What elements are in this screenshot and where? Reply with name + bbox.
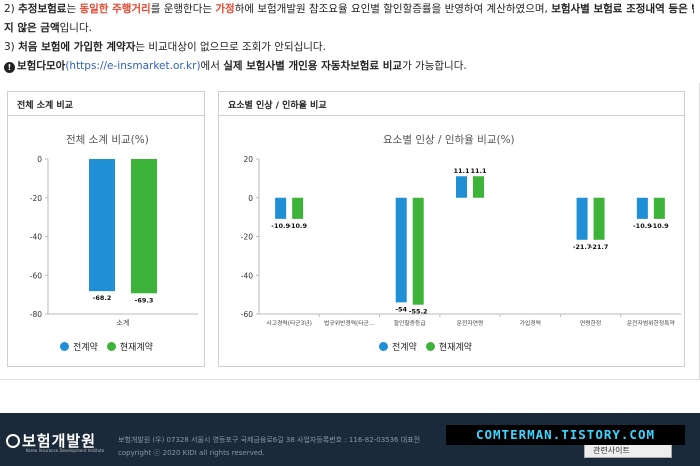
- data-label: -10.9: [650, 222, 669, 230]
- x-tick-label: 운전자범위한정특약: [627, 319, 676, 327]
- total-comparison-panel: 전체 소계 비교 전체 소계 비교(%) 0 -20 -40 -60 -80 소계 -68.…: [7, 91, 205, 367]
- kidi-logo-icon: [6, 433, 20, 448]
- y-tick-label: -20: [241, 233, 253, 242]
- note-number: 2): [4, 3, 15, 15]
- y-tick-label: -60: [30, 271, 42, 280]
- legend: 전계약 현재계약: [379, 340, 481, 353]
- total-chart: 0 -20 -40 -60 -80 소계 -68.2 -69.3: [30, 155, 198, 327]
- note-estimated-premium: 2) 추정보험료는 동일한 주행거리를 운행한다는 가정하에 보험개발원 참조요…: [4, 0, 694, 19]
- note-number: 3): [4, 41, 15, 53]
- note-text: 를 운행한다는: [150, 3, 216, 15]
- chart-title: 요소별 인상 / 인하율 비교(%): [383, 134, 515, 146]
- bar-current: [412, 197, 424, 305]
- bar-current: [653, 197, 665, 219]
- y-tick-label: -40: [30, 233, 42, 242]
- note-text: 입니다.: [59, 22, 92, 34]
- comparison-container: 전체 소계 비교 전체 소계 비교(%) 0 -20 -40 -60 -80 소계 -68.…: [0, 83, 700, 380]
- legend-dot: [379, 342, 388, 351]
- watermark: COMTERMAN.TISTORY.COM: [446, 425, 685, 445]
- note-bold-text: 보험사별 보험료 조정내역 등은 반영되: [551, 3, 694, 15]
- legend-item-current[interactable]: 현재계약: [106, 340, 153, 353]
- y-tick-label: -40: [241, 271, 253, 280]
- data-label: -55.2: [409, 308, 428, 316]
- data-label: -54: [395, 305, 407, 313]
- y-tick-label: 20: [243, 155, 253, 164]
- x-tick-label: 소계: [117, 318, 130, 327]
- data-label: -68.2: [93, 294, 112, 302]
- bar-prev: [275, 197, 287, 219]
- legend-label: 현재계약: [119, 343, 153, 353]
- bar-prev: [456, 176, 467, 198]
- legend-item-prev[interactable]: 전계약: [60, 340, 98, 353]
- legend-dot: [60, 342, 69, 351]
- legend: 전계약 현재계약: [60, 340, 162, 353]
- data-label: -10.9: [633, 222, 652, 230]
- footer-copyright: copyright ⓒ 2020 KIDI all rights reserve…: [118, 449, 265, 457]
- note-text: 는 비교대상이 없으므로 조회가 안되십니다.: [135, 41, 326, 53]
- y-tick-label: -20: [30, 194, 42, 203]
- legend-label: 현재계약: [438, 343, 472, 353]
- bar-prev: [395, 197, 407, 303]
- legend-item-current[interactable]: 현재계약: [425, 340, 472, 353]
- note-damoa: ! 보험다모아(https://e-insmarket.or.kr)에서 실제 보…: [4, 57, 694, 76]
- note-text: 는: [66, 3, 80, 15]
- note-highlight: 가정: [215, 3, 235, 15]
- legend-label: 전계약: [392, 343, 417, 353]
- factor-chart: 200-20-40-60사고경력(타군3년)-10.9-10.9법규위반경력(타…: [241, 155, 681, 327]
- kidi-logo[interactable]: 보험개발원 Korea Insurance Development Instit…: [6, 430, 104, 453]
- note-first-contract: 3) 처음 보험에 가입한 계약자는 비교대상이 없으므로 조회가 안되십니다.: [4, 38, 694, 57]
- data-label: -21.7: [590, 243, 609, 251]
- damoa-link[interactable]: (https://e-insmarket.or.kr): [65, 60, 201, 72]
- panel-header: 요소별 인상 / 인하율 비교: [219, 92, 684, 116]
- y-tick-label: 0: [248, 194, 253, 203]
- x-tick-label: 법규위반경력(타군…: [324, 319, 375, 327]
- panel-header: 전체 소계 비교: [8, 92, 204, 116]
- note-bold-text: 실제 보험사별 개인용 자동차보험료 비교: [223, 60, 403, 72]
- note-term: 처음 보험에 가입한 계약자: [18, 41, 136, 53]
- chart-title: 전체 소계 비교(%): [66, 134, 149, 146]
- data-label: 11.1: [453, 167, 470, 175]
- exclamation-icon: !: [4, 62, 15, 73]
- x-tick-label: 운전자연령: [457, 319, 484, 327]
- note-term: 추정보험료: [18, 3, 67, 15]
- x-tick-label: 사고경력(타군3년): [266, 319, 312, 327]
- bar-prev: [636, 197, 648, 219]
- y-tick-label: -80: [30, 310, 42, 319]
- bar-prev: [89, 159, 115, 292]
- bar-current: [593, 197, 605, 240]
- logo-subtitle: Korea Insurance Development Institute: [26, 448, 105, 453]
- x-tick-label: 가입경력: [520, 319, 541, 327]
- data-label: -10.9: [288, 222, 307, 230]
- bar-current: [292, 197, 304, 219]
- bar-prev: [576, 197, 588, 240]
- x-tick-label: 연령한정: [580, 319, 601, 327]
- legend-dot: [106, 342, 116, 351]
- data-label: -10.9: [271, 222, 290, 230]
- note-text: 가 가능합니다.: [402, 60, 467, 72]
- footer-address: 보험개발원 (우) 07328 서울시 영등포구 국제금융로6길 38 사업자등…: [118, 436, 421, 444]
- bar-current: [473, 176, 484, 198]
- legend-item-prev[interactable]: 전계약: [379, 340, 417, 353]
- legend-label: 전계약: [73, 343, 98, 353]
- legend-dot: [425, 342, 435, 351]
- note-text: 하에 보험개발원 참조요율 요인별 할인할증률을 반영하여 계산하였으며,: [234, 3, 552, 15]
- logo-text: 보험개발원: [22, 432, 97, 450]
- note-continuation: 지 않은 금액입니다.: [4, 19, 694, 38]
- notes-section: 2) 추정보험료는 동일한 주행거리를 운행한다는 가정하에 보험개발원 참조요…: [4, 0, 694, 76]
- note-highlight: 동일한 주행거리: [79, 3, 151, 15]
- data-label: -21.7: [573, 243, 592, 251]
- y-tick-label: 0: [37, 155, 42, 164]
- factor-comparison-panel: 요소별 인상 / 인하율 비교 요소별 인상 / 인하율 비교(%) 20 0 -2…: [218, 91, 685, 367]
- y-tick-label: -60: [241, 310, 253, 319]
- note-bold-text: 지 않은 금액: [4, 22, 60, 34]
- note-text: 에서: [200, 60, 224, 72]
- data-label: 11.1: [470, 167, 487, 175]
- note-term: 보험다모아: [17, 60, 66, 72]
- data-label: -69.3: [135, 296, 154, 304]
- bar-current: [131, 159, 157, 294]
- x-tick-label: 할인할증등급: [394, 319, 427, 327]
